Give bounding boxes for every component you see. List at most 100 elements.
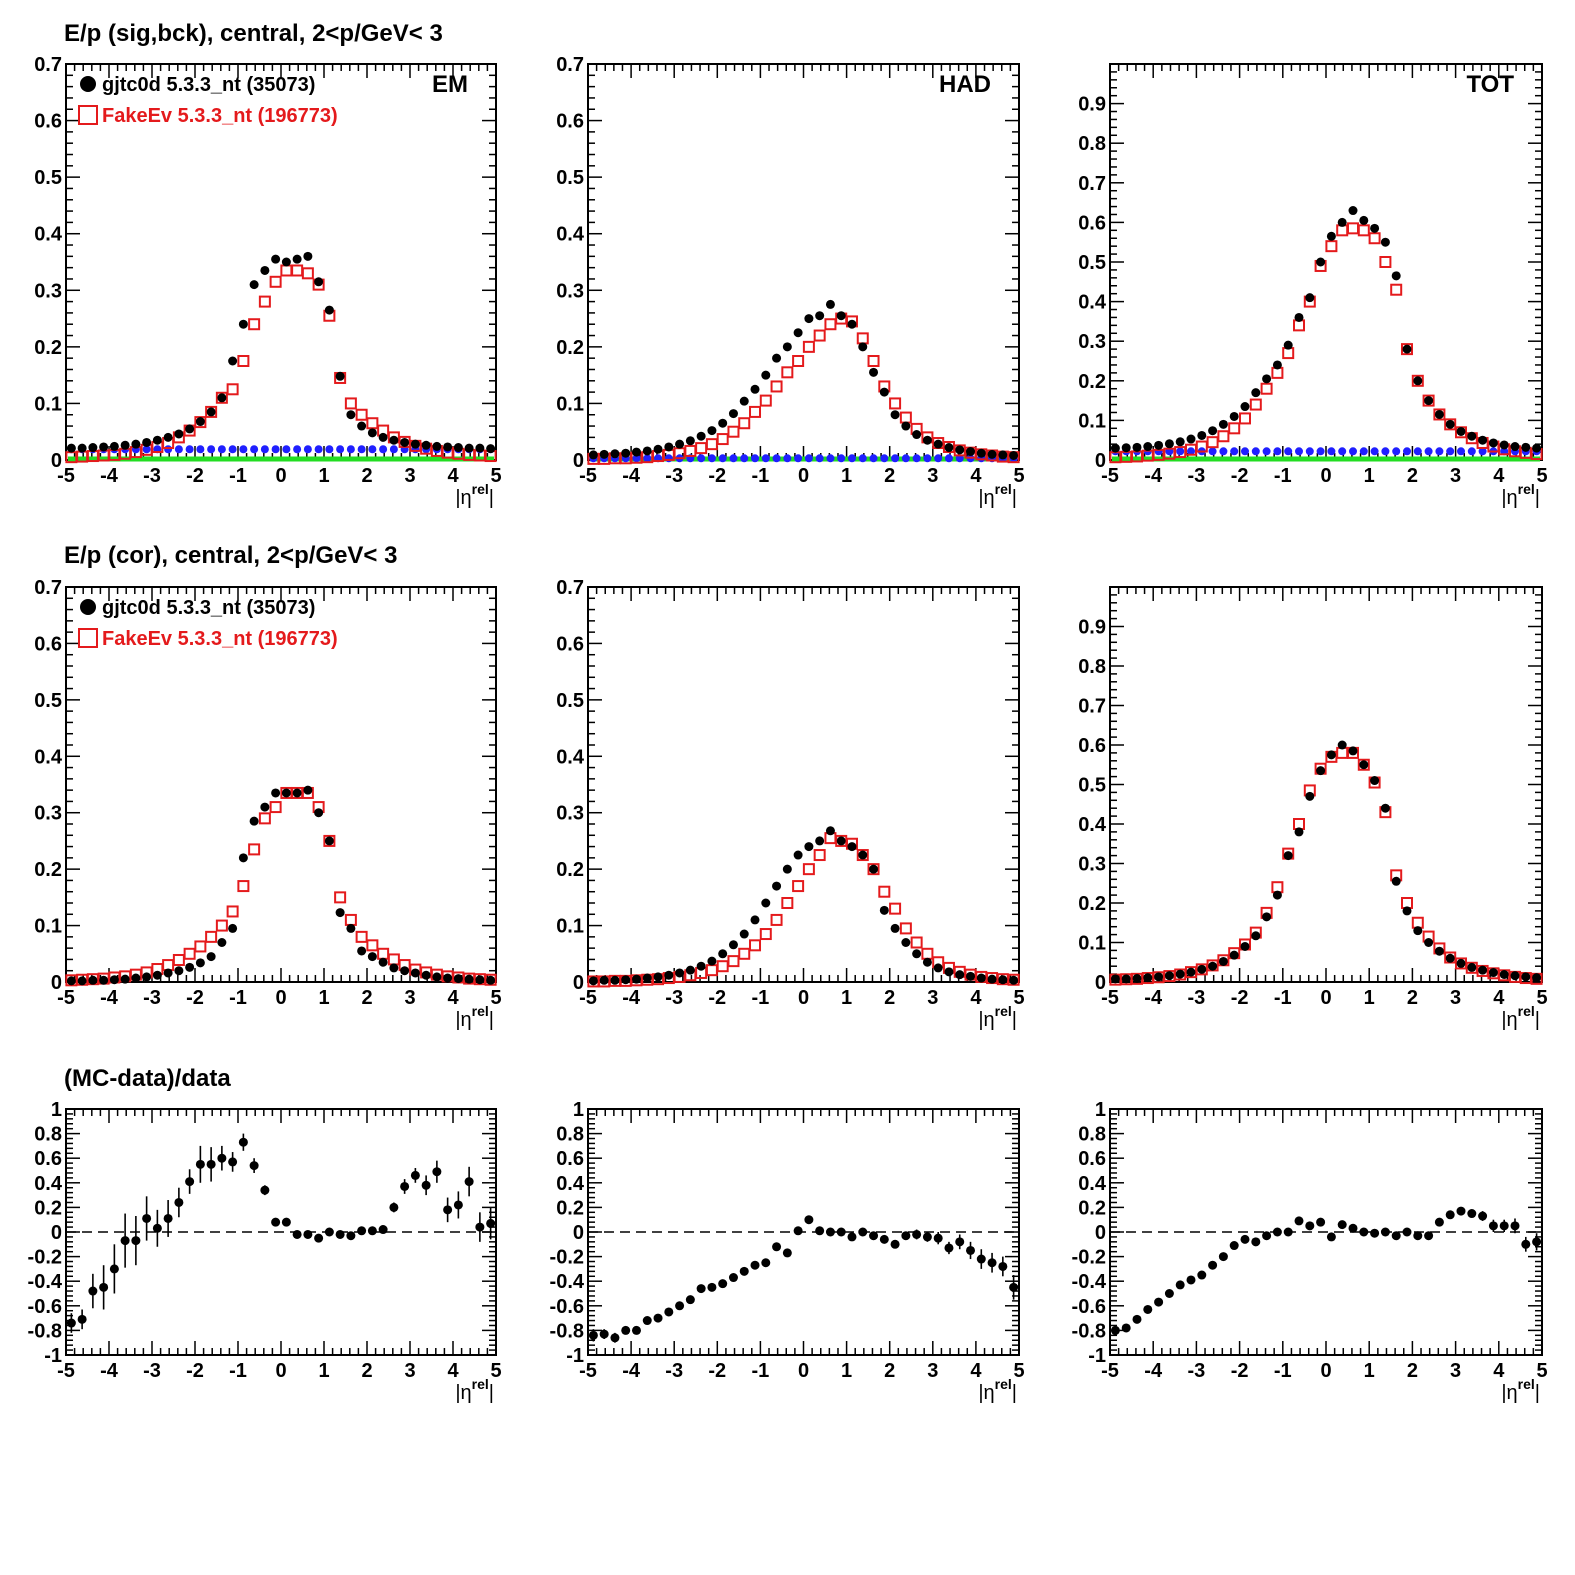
y-tick-label: 0.7 <box>1078 696 1106 718</box>
background-blue-point <box>1305 447 1314 456</box>
data-point <box>631 447 641 457</box>
data-point <box>750 384 760 394</box>
ratio-point <box>1337 1220 1347 1230</box>
x-tick-label: 0 <box>275 1360 286 1382</box>
data-point <box>88 443 98 453</box>
ratio-point <box>238 1137 248 1147</box>
panel-label: TOT <box>1466 71 1514 98</box>
data-point <box>825 299 835 309</box>
y-tick-label: 0.7 <box>556 577 584 599</box>
data-point <box>718 949 728 959</box>
ratio-point <box>174 1197 184 1207</box>
y-tick-label: 0.6 <box>34 633 62 655</box>
ratio-point <box>739 1266 749 1276</box>
data-point <box>1532 973 1542 983</box>
background-blue-point <box>196 445 205 454</box>
y-tick-label: 0.4 <box>556 224 585 246</box>
mc-point <box>258 812 271 825</box>
ratio-point <box>836 1227 846 1237</box>
ratio-point <box>610 1333 620 1343</box>
data-point <box>933 963 943 973</box>
x-tick-label: -5 <box>579 1360 597 1382</box>
data-point <box>653 444 663 454</box>
data-point <box>1532 443 1542 453</box>
data-point <box>1456 958 1466 968</box>
data-point <box>346 923 356 933</box>
y-tick-label: 0 <box>573 972 584 994</box>
y-tick-label: 0.2 <box>556 337 584 359</box>
x-tick-label: 1 <box>841 1360 852 1382</box>
mc-point <box>759 394 772 407</box>
ratio-point <box>966 1245 976 1255</box>
x-tick-label: -1 <box>1274 987 1292 1009</box>
x-tick-label: -5 <box>1101 1360 1119 1382</box>
background-blue-point <box>303 445 312 454</box>
mc-point <box>889 397 902 410</box>
data-point <box>249 280 259 290</box>
y-tick-label: 0.4 <box>556 1173 585 1195</box>
ratio-point <box>761 1258 771 1268</box>
data-point <box>1164 971 1174 981</box>
data-point <box>1305 293 1315 303</box>
ratio-point <box>77 1314 87 1324</box>
ratio-point <box>675 1301 685 1311</box>
x-tick-label: 2 <box>1407 987 1418 1009</box>
x-tick-label: 5 <box>490 987 501 1009</box>
data-point <box>443 973 453 983</box>
data-point <box>410 439 420 449</box>
mc-point <box>205 930 218 943</box>
x-tick-label: -3 <box>1188 1360 1206 1382</box>
background-blue-point <box>1424 447 1433 456</box>
data-point <box>1521 972 1531 982</box>
ratio-point <box>1154 1297 1164 1307</box>
data-point <box>292 788 302 798</box>
y-tick-label: 0.7 <box>1078 173 1106 195</box>
ratio-point <box>793 1226 803 1236</box>
x-tick-label: 4 <box>970 465 982 487</box>
ratio-point <box>464 1177 474 1187</box>
x-tick-label: 4 <box>1493 987 1505 1009</box>
ratio-point <box>922 1232 932 1242</box>
background-blue-point <box>847 454 856 463</box>
ratio-point <box>869 1231 879 1241</box>
data-point <box>1197 964 1207 974</box>
background-blue-point <box>1208 447 1217 456</box>
data-point <box>642 973 652 983</box>
background-blue-point <box>1327 447 1336 456</box>
background-blue-point <box>934 454 943 463</box>
ratio-point <box>1175 1280 1185 1290</box>
data-point <box>389 963 399 973</box>
data-point <box>185 962 195 972</box>
mc-point <box>1217 430 1230 443</box>
data-point <box>1009 450 1019 460</box>
data-point <box>804 842 814 852</box>
data-point <box>1164 439 1174 449</box>
data-point <box>610 975 620 985</box>
ratio-point <box>1402 1227 1412 1237</box>
y-tick-label: 0.2 <box>34 1197 62 1219</box>
data-point <box>1380 237 1390 247</box>
x-tick-label: -4 <box>622 987 641 1009</box>
x-tick-label: -4 <box>622 1360 641 1382</box>
ratio-point <box>718 1279 728 1289</box>
mc-point <box>749 939 762 952</box>
data-point <box>696 431 706 441</box>
data-point <box>281 788 291 798</box>
data-point <box>77 976 87 986</box>
y-tick-label: 0.5 <box>556 690 584 712</box>
x-tick-label: -3 <box>143 987 161 1009</box>
x-tick-label: 2 <box>361 465 372 487</box>
mc-point <box>792 355 805 367</box>
data-point <box>152 970 162 980</box>
x-tick-label: 3 <box>404 987 415 1009</box>
x-tick-label: -4 <box>100 1360 119 1382</box>
y-tick-label: 0.6 <box>556 633 584 655</box>
x-tick-label: 1 <box>318 1360 329 1382</box>
data-point <box>869 864 879 874</box>
plot-frame <box>1109 586 1543 983</box>
data-point <box>464 974 474 984</box>
y-tick-label: 0.5 <box>34 167 62 189</box>
row-title-top: E/p (sig,bck), central, 2<p/GeV< 3 <box>64 20 443 47</box>
ratio-point <box>346 1231 356 1241</box>
y-tick-label: 0.8 <box>1078 656 1106 678</box>
